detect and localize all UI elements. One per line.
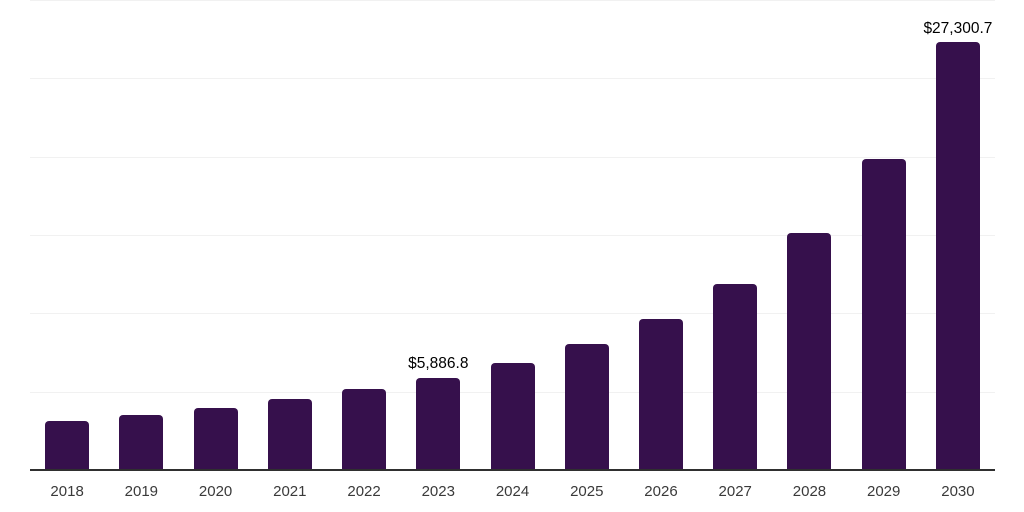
bar-2030 (935, 42, 980, 470)
bar-value-label-2023: $5,886.8 (408, 355, 469, 373)
bar-slot-2019 (104, 0, 178, 470)
bar-2020 (193, 407, 238, 470)
bar-slot-2024 (475, 0, 549, 470)
bar-2021 (267, 398, 312, 470)
bar-slot-2022 (327, 0, 401, 470)
x-tick-label-2028: 2028 (792, 483, 827, 500)
bar-value-label-2030: $27,300.7 (923, 19, 993, 37)
gridline-30000 (30, 0, 995, 1)
bar-slot-2020 (178, 0, 252, 470)
gridline-20000 (30, 156, 995, 158)
bar-2024 (490, 363, 535, 470)
x-tick-label-2024: 2024 (495, 483, 530, 500)
x-tick-label-2023: 2023 (421, 483, 455, 500)
bar-slot-2021 (253, 0, 327, 470)
bar-slot-2029 (847, 0, 921, 470)
x-tick-label-2022: 2022 (347, 483, 381, 500)
bar-slot-2023: $5,886.8 (401, 0, 475, 470)
x-tick-label-2021: 2021 (273, 483, 307, 500)
gridline-25000 (30, 78, 995, 80)
bar-2027 (713, 283, 758, 470)
bar-slot-2028 (772, 0, 846, 470)
bar-slot-2026 (624, 0, 698, 470)
bar-slot-2027 (698, 0, 772, 470)
bar-2025 (564, 344, 609, 470)
x-tick-label-2025: 2025 (570, 483, 604, 500)
bar-2029 (861, 159, 906, 470)
plot-area: $5,886.8 $27,300.7 (30, 0, 995, 470)
x-tick-label-2018: 2018 (50, 483, 84, 500)
bar-2026 (638, 319, 683, 470)
bar-2023 (416, 377, 461, 470)
bar-slot-2025 (550, 0, 624, 470)
bar-2018 (45, 421, 90, 470)
x-tick-label-2030: 2030 (941, 483, 975, 500)
x-tick-label-2026: 2026 (644, 483, 678, 500)
x-tick-label-2020: 2020 (198, 483, 233, 500)
bar-slot-2030: $27,300.7 (921, 0, 995, 470)
x-tick-label-2019: 2019 (124, 483, 159, 500)
gridline-10000 (30, 313, 995, 315)
bar-2022 (342, 389, 387, 470)
x-axis-line (30, 469, 995, 471)
x-axis-labels: 2018 2019 2020 2021 2022 2023 2024 2025 2026 2027… (30, 483, 995, 501)
bar-2028 (787, 232, 832, 470)
gridline-15000 (30, 235, 995, 236)
bar-2019 (119, 415, 164, 470)
bar-slot-2018 (30, 0, 104, 470)
bars-container: $5,886.8 $27,300.7 (30, 0, 995, 470)
x-tick-label-2029: 2029 (867, 483, 901, 500)
x-tick-label-2027: 2027 (718, 483, 752, 500)
